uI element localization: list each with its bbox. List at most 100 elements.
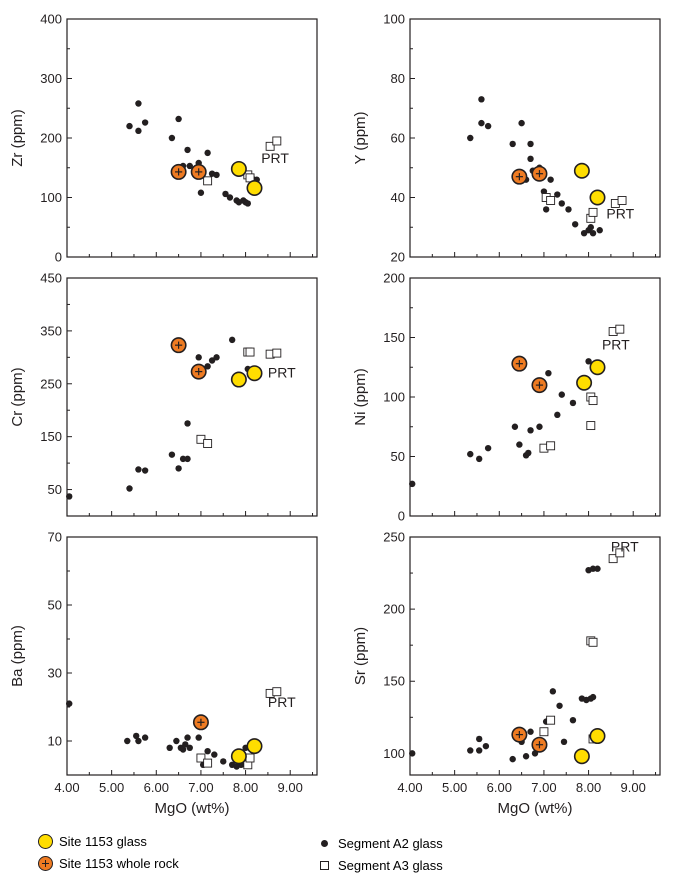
segment-a2-point (66, 700, 73, 707)
y-tick-label: 70 (48, 530, 62, 545)
segment-a2-point (467, 747, 474, 754)
segment-a2-point (226, 194, 234, 201)
segment-a2-point (594, 565, 601, 572)
y-tick-label: 80 (391, 71, 405, 86)
segment-a2-point (197, 189, 205, 196)
segment-a2-point (484, 122, 492, 130)
segment-a2-point (475, 735, 483, 743)
segment-a2-point (222, 190, 229, 198)
prt-annotation: PRT (606, 205, 634, 221)
segment-a2-point (518, 119, 525, 127)
y-axis-label: Ba (ppm) (9, 625, 26, 687)
segment-a2-point (527, 140, 534, 148)
segment-a2-point (175, 115, 182, 123)
segment-a2-point (135, 127, 142, 135)
segment-a3-point (586, 421, 596, 431)
plot-frame (409, 277, 661, 517)
y-tick-label: 200 (383, 271, 405, 286)
y-tick-label: 300 (40, 71, 62, 86)
segment-a2-point (195, 734, 202, 741)
x-tick-label: 4.00 (54, 780, 79, 795)
segment-a2-point (511, 423, 519, 430)
segment-a3-point (272, 348, 282, 358)
segment-a2-point (549, 688, 557, 695)
y-tick-label: 400 (40, 12, 62, 27)
panel-cr: 50 150 250 350 450 Cr (ppm) PRT (9, 271, 318, 517)
segment-a3-point (588, 637, 598, 647)
y-tick-label: 30 (48, 666, 62, 681)
segment-a2-point (220, 758, 227, 765)
panel-y: 20 40 60 80 100 Y (ppm) PRT (352, 12, 661, 265)
segment-a2-point (409, 750, 416, 757)
segment-a2-point (516, 441, 523, 448)
segment-a2-point (478, 96, 485, 103)
segment-a3-point (203, 758, 213, 768)
site-glass-point (589, 189, 606, 206)
segment-a2-point (168, 134, 176, 142)
y-tick-label: 200 (383, 602, 405, 617)
panel-sr: 100 150 200 250 4.00 5.00 6.00 7.00 8.00 9.00 Sr (… (352, 530, 661, 817)
segment-a2-point (195, 354, 202, 361)
y-tick-label: 0 (398, 509, 405, 524)
segment-a3-point (615, 548, 625, 558)
site-glass-point (230, 748, 247, 765)
segment-a3-point (196, 753, 206, 763)
segment-a2-point (213, 171, 220, 179)
x-tick-label: 6.00 (144, 780, 169, 795)
segment-a2-point (244, 200, 252, 207)
prt-annotation: PRT (268, 694, 296, 710)
site-glass-point (573, 748, 590, 765)
segment-a2-point (571, 221, 579, 228)
segment-a2-point (527, 728, 534, 735)
segment-a2-point (166, 744, 173, 751)
plot-frame (66, 277, 318, 517)
segment-a3-point (588, 396, 598, 406)
site-glass-point (573, 162, 590, 179)
y-tick-label: 50 (48, 482, 62, 497)
segment-a3-point (272, 136, 282, 146)
segment-a3-point (546, 715, 556, 725)
site-rock-point (511, 168, 528, 185)
y-tick-label: 60 (391, 131, 405, 146)
segment-a2-point (141, 119, 149, 126)
segment-a2-point (126, 485, 133, 492)
segment-a2-point (204, 149, 211, 157)
x-tick-label: 6.00 (487, 780, 512, 795)
plot-frame (409, 536, 661, 776)
segment-a3-point (588, 207, 598, 217)
x-tick-label: 5.00 (99, 780, 124, 795)
segment-a2-point (475, 747, 483, 754)
panel-zr: 0 100 200 300 400 Zr (ppm) PRT (9, 12, 318, 265)
segment-a2-point (141, 467, 149, 474)
y-axis-label: Cr (ppm) (9, 367, 26, 426)
y-tick-label: 250 (383, 530, 405, 545)
segment-a2-point (475, 455, 483, 463)
segment-a2-point (175, 465, 182, 472)
segment-a2-point (182, 741, 189, 748)
segment-a2-point (482, 742, 490, 750)
segment-a2-point (204, 363, 211, 370)
site-glass-point (246, 365, 263, 382)
segment-a2-point (179, 455, 187, 463)
segment-a2-point (173, 737, 180, 745)
segment-a2-point (184, 734, 191, 741)
site-rock-point (531, 165, 548, 182)
site-glass-point (589, 359, 606, 376)
y-tick-label: 450 (40, 271, 62, 286)
y-tick-label: 20 (391, 250, 405, 265)
segment-a2-point (66, 493, 73, 500)
segment-a2-point (124, 737, 131, 745)
site-glass-point (230, 160, 247, 177)
segment-a2-point (509, 140, 516, 148)
x-tick-label: 9.00 (621, 780, 646, 795)
prt-annotation: PRT (268, 364, 296, 380)
site-glass-point (246, 738, 263, 755)
y-axis-label: Sr (ppm) (352, 627, 369, 685)
segment-a2-point (484, 444, 492, 452)
segment-a2-point (204, 748, 211, 755)
segment-a3-point (615, 324, 625, 334)
segment-a3-point (203, 176, 213, 186)
y-tick-label: 350 (40, 323, 62, 338)
segment-a2-point (554, 411, 561, 419)
